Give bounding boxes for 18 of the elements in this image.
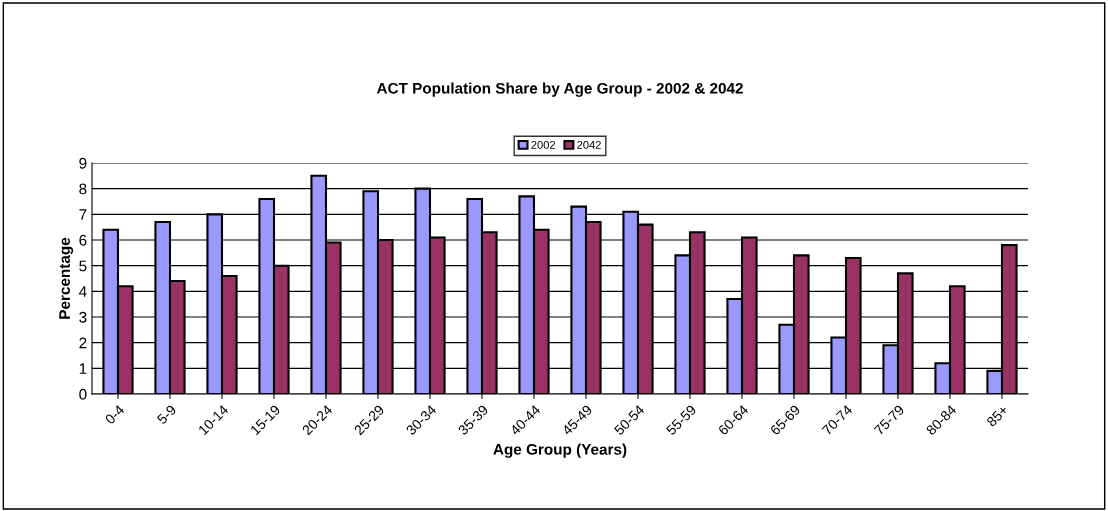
y-tick-label: 1 (79, 363, 87, 374)
x-tick-label: 0-4 (104, 404, 125, 425)
y-tick-label: 4 (78, 286, 87, 297)
y-tick-label: 7 (79, 209, 87, 220)
legend-label: 2002 (531, 140, 555, 149)
y-tick-label: 2 (79, 337, 87, 349)
y-axis-title: Percentage (59, 237, 74, 319)
y-tick-label: 9 (79, 157, 87, 169)
y-tick-label: 5 (79, 260, 87, 272)
x-axis-title: Age Group (Years) (493, 443, 627, 458)
y-tick-label: 8 (79, 183, 87, 195)
x-tick-label: 85+ (986, 404, 1009, 428)
legend-label: 2042 (577, 140, 601, 149)
chart-title: ACT Population Share by Age Group - 2002 & 2042 (376, 82, 743, 97)
y-tick-label: 6 (79, 234, 87, 246)
x-tick-label: 5-9 (156, 404, 177, 425)
y-tick-label: 0 (79, 388, 87, 400)
y-tick-label: 3 (79, 311, 87, 323)
